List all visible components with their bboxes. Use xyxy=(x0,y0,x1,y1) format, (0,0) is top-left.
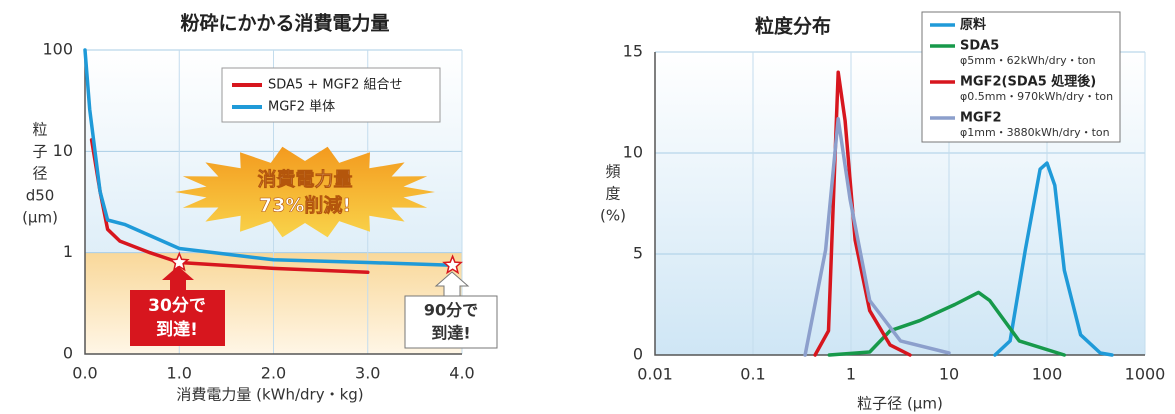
y-tick-label: 100 xyxy=(42,40,73,59)
data-line xyxy=(993,161,1114,357)
legend-label: SDA5 + MGF2 組合せ xyxy=(268,78,403,93)
y-tick-label: 0 xyxy=(633,345,643,364)
annotation: 73%削減! xyxy=(259,194,351,217)
x-tick-label: 1000 xyxy=(1125,365,1166,384)
axis xyxy=(654,52,1145,356)
y-axis-label: (%) xyxy=(600,207,626,225)
y-axis-label: 度 xyxy=(605,185,620,203)
arrival-star xyxy=(168,251,190,272)
annotation: 消費電力量 xyxy=(257,168,352,191)
legend-label: MGF2(SDA5 処理後) xyxy=(960,74,1096,90)
data-line xyxy=(827,290,1067,357)
legend-detail: φ5mm・62kWh/dry・ton xyxy=(960,54,1096,67)
legend-detail: φ0.5mm・970kWh/dry・ton xyxy=(960,90,1113,103)
y-axis-label: 径 xyxy=(32,165,47,183)
y-tick-label: 5 xyxy=(633,244,643,263)
x-axis-label: 消費電力量 (kWh/dry・kg) xyxy=(176,386,363,404)
x-tick-label: 0.0 xyxy=(72,364,97,383)
annotation-box xyxy=(404,295,498,349)
chart-title: 粒度分布 xyxy=(755,15,831,38)
annotation-box xyxy=(130,290,225,346)
legend-label: MGF2 xyxy=(960,111,1002,126)
data-line xyxy=(813,70,912,357)
legend-box xyxy=(221,67,441,123)
arrival-star xyxy=(442,254,463,275)
chart-title: 粉砕にかかる消費電力量 xyxy=(180,12,389,35)
y-tick-label: 0 xyxy=(63,344,73,363)
x-tick-label: 4.0 xyxy=(449,364,474,383)
x-tick-label: 1.0 xyxy=(167,364,192,383)
x-tick-label: 10 xyxy=(939,365,959,384)
annotation: 90分で xyxy=(424,301,478,320)
data-line xyxy=(83,48,455,268)
legend-box xyxy=(921,11,1121,143)
y-tick-label: 10 xyxy=(53,141,73,160)
x-tick-label: 2.0 xyxy=(261,364,286,383)
legend-label: MGF2 単体 xyxy=(268,99,335,115)
x-tick-label: 0.1 xyxy=(740,365,765,384)
x-tick-label: 3.0 xyxy=(355,364,380,383)
y-axis-label: 粒 xyxy=(32,121,47,139)
x-tick-label: 100 xyxy=(1032,365,1063,384)
y-tick-label: 10 xyxy=(623,143,643,162)
y-tick-label: 15 xyxy=(623,42,643,61)
arrow xyxy=(434,271,470,297)
x-tick-label: 1 xyxy=(846,365,856,384)
y-axis-label: 頻 xyxy=(605,163,620,181)
y-axis-label: d50 xyxy=(26,187,55,205)
y-axis-label: (μm) xyxy=(22,209,58,227)
burst xyxy=(175,146,435,238)
y-tick-label: 1 xyxy=(63,242,73,261)
legend-detail: φ1mm・3880kWh/dry・ton xyxy=(960,126,1110,139)
x-axis-label: 粒子径 (μm) xyxy=(857,395,943,413)
y-axis-label: 子 xyxy=(32,143,47,161)
annotation: 到達! xyxy=(431,324,470,343)
legend-label: SDA5 xyxy=(960,39,999,54)
arrow xyxy=(162,266,194,290)
annotation: 到達! xyxy=(156,320,198,340)
data-line xyxy=(803,116,951,357)
annotation: 30分で xyxy=(148,296,206,316)
axis xyxy=(84,50,462,355)
legend-label: 原料 xyxy=(960,17,986,33)
x-tick-label: 0.01 xyxy=(637,365,673,384)
